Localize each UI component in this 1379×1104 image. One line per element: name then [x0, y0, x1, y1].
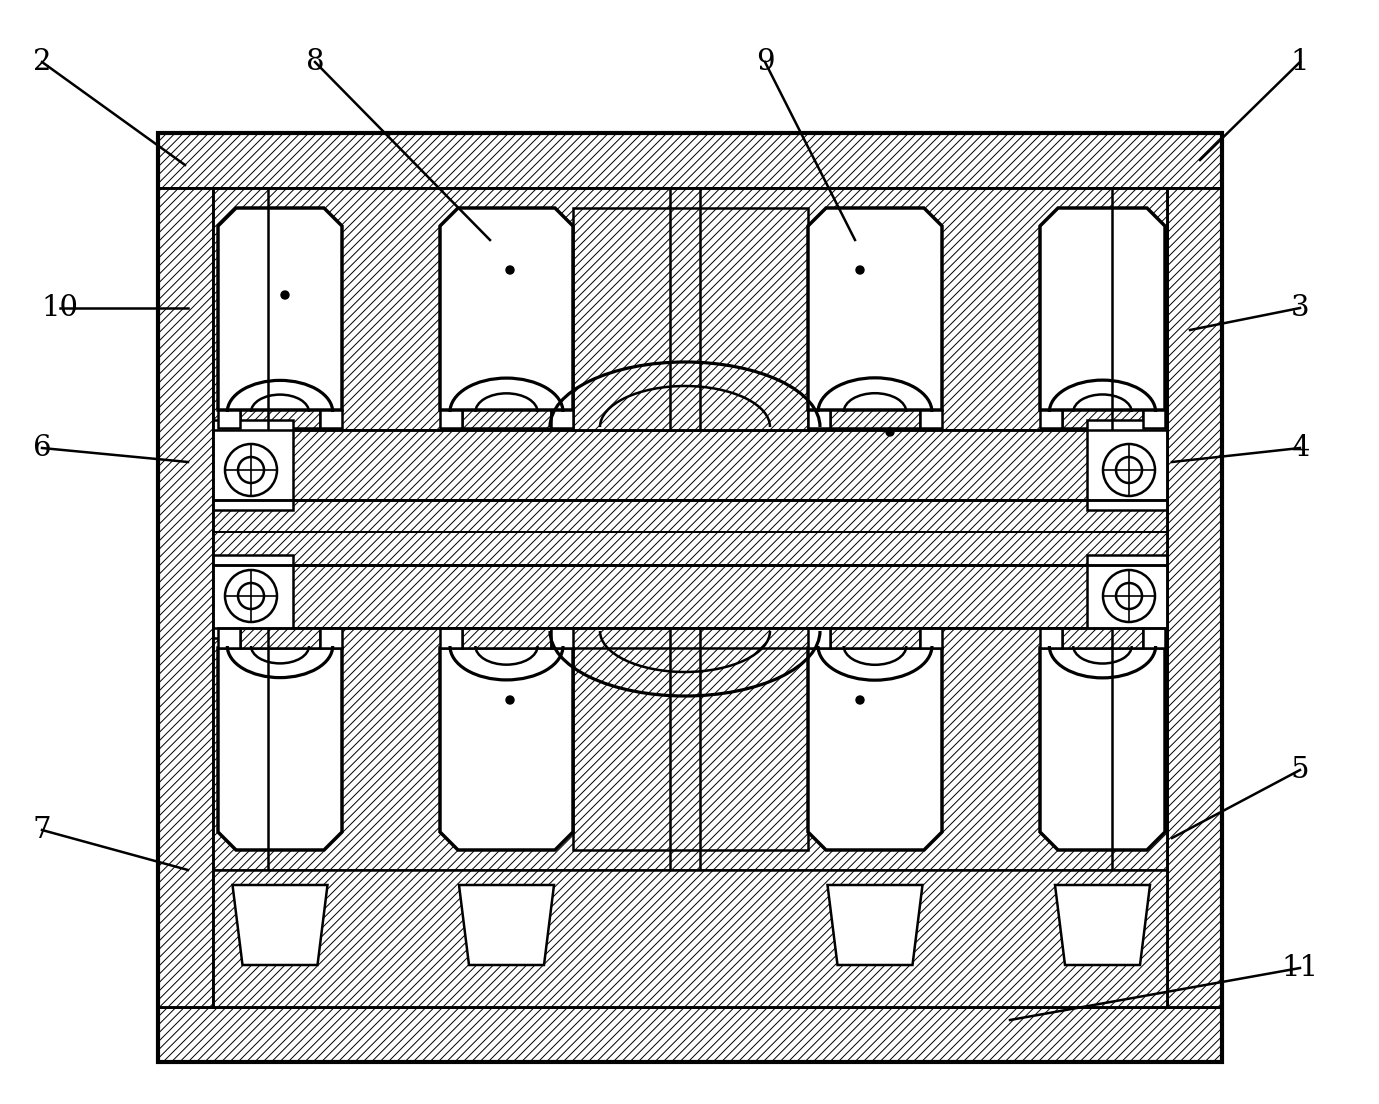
- Text: 9: 9: [756, 47, 775, 76]
- Circle shape: [239, 457, 263, 484]
- Bar: [218, 410, 240, 428]
- Polygon shape: [1055, 885, 1150, 965]
- Text: 8: 8: [306, 47, 324, 76]
- Bar: [212, 870, 1167, 1007]
- Bar: [1062, 410, 1143, 428]
- Bar: [320, 628, 342, 648]
- Bar: [808, 628, 830, 648]
- Text: 4: 4: [1291, 434, 1309, 461]
- Polygon shape: [808, 208, 942, 410]
- Text: 2: 2: [33, 47, 51, 76]
- Circle shape: [1116, 457, 1142, 484]
- Text: 11: 11: [1281, 954, 1318, 981]
- Polygon shape: [459, 885, 554, 965]
- Bar: [212, 500, 1167, 565]
- Bar: [1040, 410, 1062, 428]
- Bar: [212, 429, 1167, 500]
- Bar: [1143, 410, 1165, 428]
- Bar: [212, 555, 292, 638]
- Polygon shape: [1040, 208, 1165, 410]
- Polygon shape: [440, 208, 574, 410]
- Text: 7: 7: [33, 816, 51, 843]
- Bar: [552, 410, 574, 428]
- Bar: [159, 1007, 1222, 1062]
- Bar: [212, 188, 1167, 429]
- Circle shape: [506, 266, 514, 274]
- Circle shape: [1116, 583, 1142, 609]
- Circle shape: [281, 291, 290, 299]
- Circle shape: [1103, 444, 1156, 496]
- Circle shape: [506, 696, 514, 704]
- Text: 5: 5: [1291, 756, 1309, 784]
- Bar: [920, 410, 942, 428]
- Circle shape: [225, 570, 277, 622]
- Circle shape: [856, 266, 865, 274]
- Bar: [1143, 628, 1165, 648]
- Circle shape: [239, 583, 263, 609]
- Circle shape: [856, 696, 865, 704]
- Bar: [159, 132, 1222, 1062]
- Polygon shape: [233, 885, 327, 965]
- Circle shape: [885, 428, 894, 436]
- Text: 3: 3: [1291, 294, 1309, 322]
- Bar: [1087, 420, 1167, 510]
- Bar: [218, 628, 240, 648]
- Bar: [159, 132, 1222, 188]
- Text: 1: 1: [1291, 47, 1309, 76]
- Bar: [920, 628, 942, 648]
- Bar: [240, 410, 320, 428]
- Polygon shape: [808, 648, 942, 850]
- Bar: [574, 208, 808, 429]
- Text: 10: 10: [41, 294, 79, 322]
- Bar: [212, 628, 1167, 870]
- Bar: [212, 565, 1167, 628]
- Bar: [240, 628, 320, 648]
- Bar: [440, 628, 462, 648]
- Bar: [159, 188, 212, 1007]
- Polygon shape: [1040, 648, 1165, 850]
- Bar: [574, 648, 808, 850]
- Circle shape: [1103, 570, 1156, 622]
- Bar: [1167, 188, 1222, 1007]
- Bar: [462, 628, 552, 648]
- Polygon shape: [218, 208, 342, 410]
- Bar: [212, 420, 292, 510]
- Bar: [320, 410, 342, 428]
- Polygon shape: [218, 648, 342, 850]
- Bar: [1087, 555, 1167, 638]
- Bar: [1040, 628, 1062, 648]
- Text: 6: 6: [33, 434, 51, 461]
- Bar: [1062, 628, 1143, 648]
- Polygon shape: [827, 885, 923, 965]
- Bar: [440, 410, 462, 428]
- Bar: [830, 410, 920, 428]
- Bar: [808, 410, 830, 428]
- Bar: [830, 628, 920, 648]
- Bar: [552, 628, 574, 648]
- Polygon shape: [440, 648, 574, 850]
- Bar: [462, 410, 552, 428]
- Circle shape: [225, 444, 277, 496]
